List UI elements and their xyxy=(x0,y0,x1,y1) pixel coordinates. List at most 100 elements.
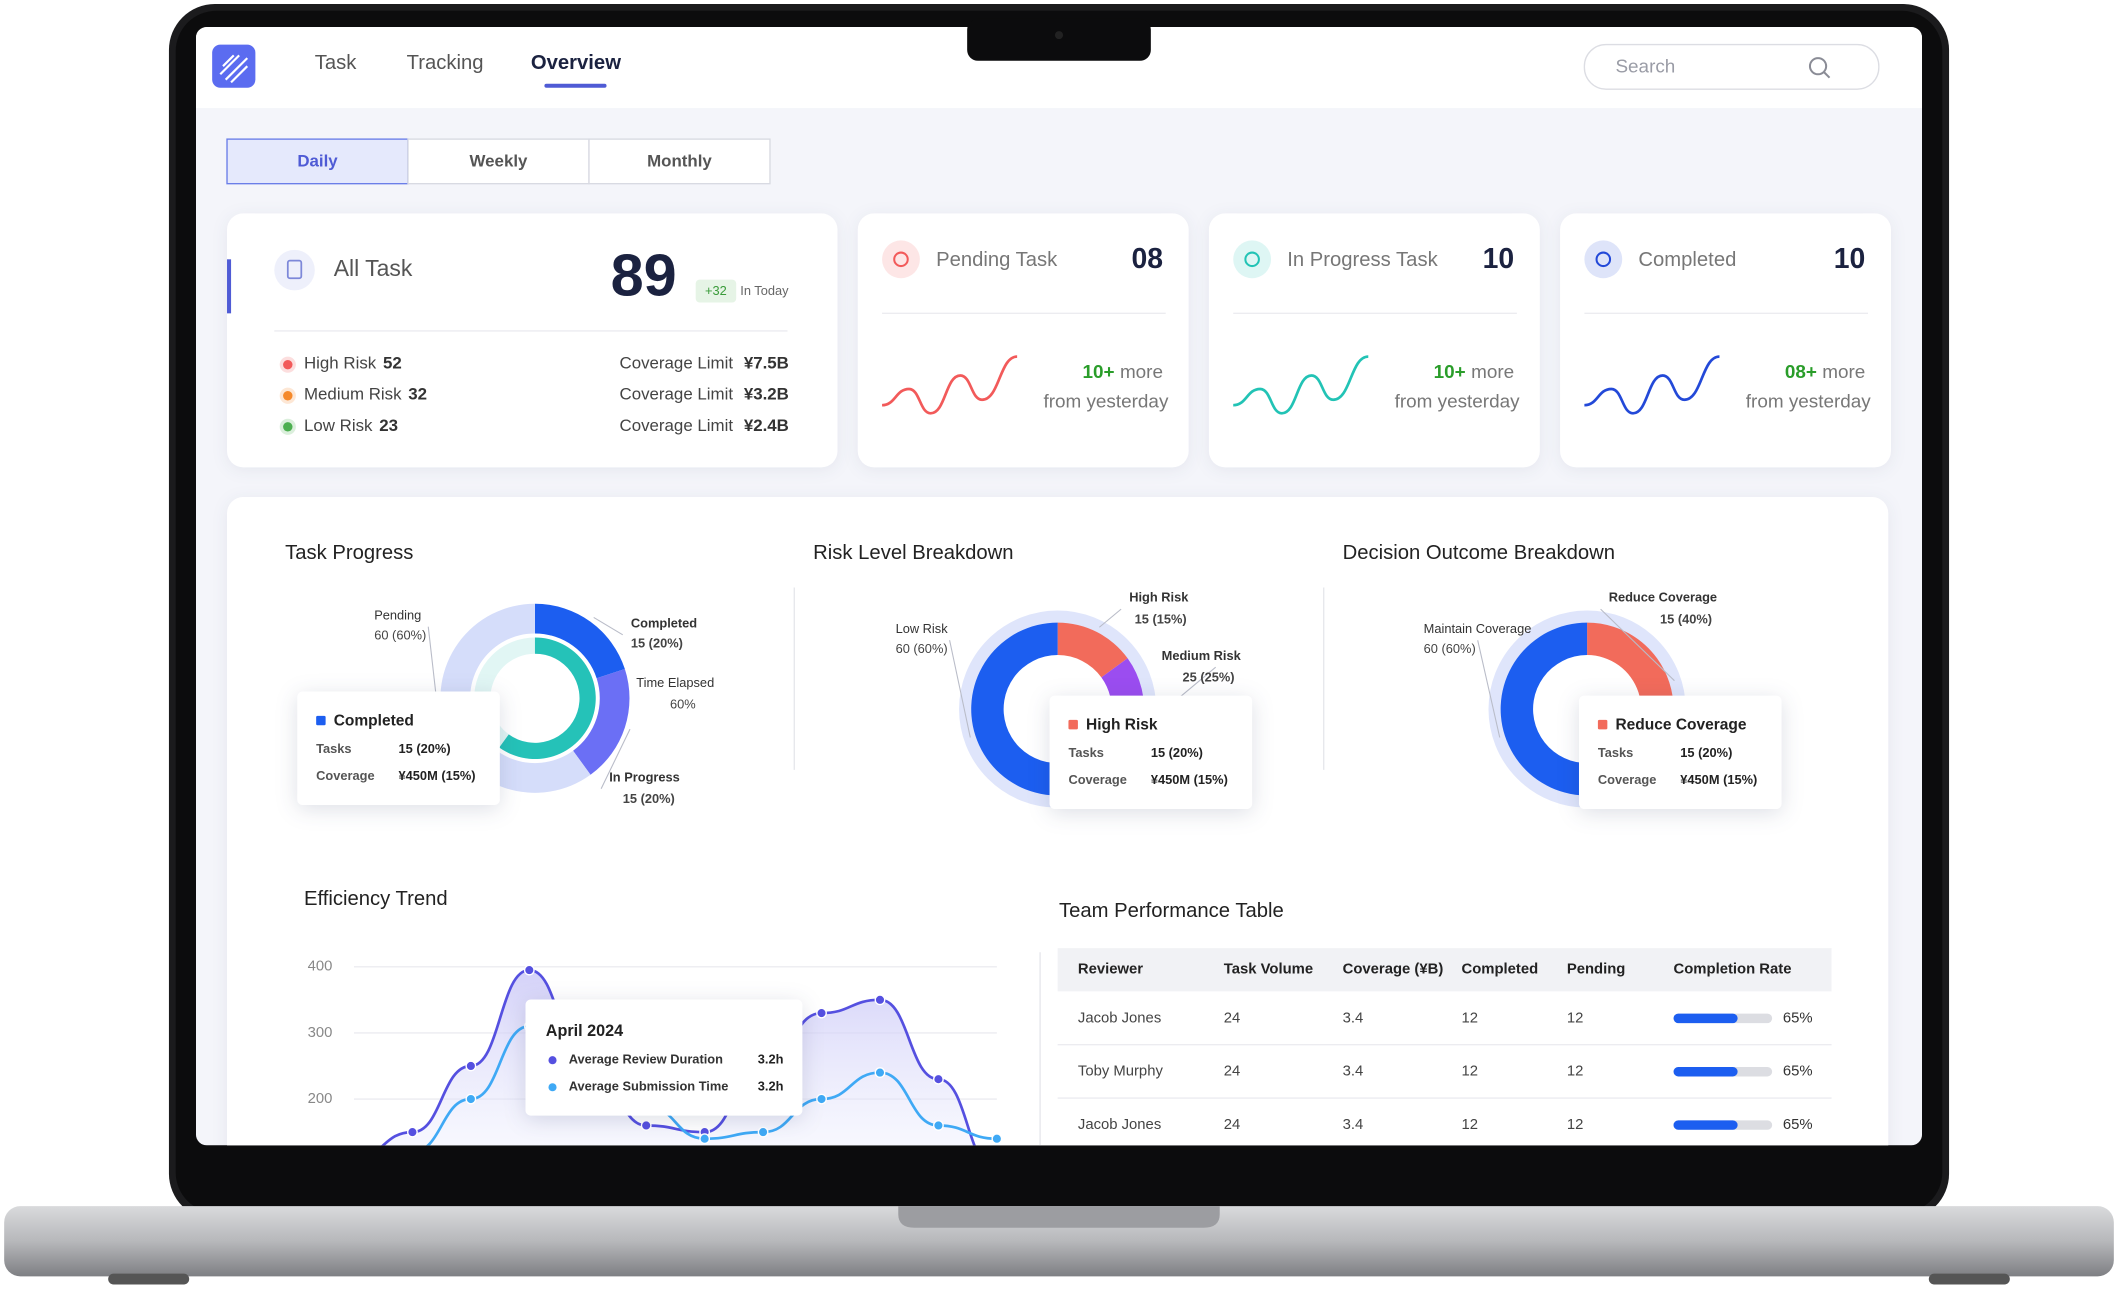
y-tick-label: 400 xyxy=(308,959,333,975)
segment-label: 15 (20%) xyxy=(623,791,675,806)
point xyxy=(640,1120,652,1131)
logo-mark xyxy=(219,54,249,84)
tooltip-swatch xyxy=(316,715,326,726)
risk-dot xyxy=(283,422,293,432)
stat-change: 10+ more xyxy=(1083,362,1163,383)
nav-tab[interactable]: Tracking xyxy=(407,52,484,74)
point xyxy=(933,1120,944,1131)
tooltip-key: Coverage xyxy=(316,768,374,783)
logo[interactable] xyxy=(212,44,256,88)
column-header: Pending xyxy=(1567,962,1626,978)
tooltip xyxy=(525,999,803,1116)
segment-name: Pending xyxy=(374,607,421,622)
stat-value: 10 xyxy=(1834,243,1866,275)
risk-count-part: Low Risk xyxy=(304,416,373,435)
period-tab-label[interactable]: Daily xyxy=(297,152,338,171)
tooltip-value: ¥450M (15%) xyxy=(1151,772,1228,787)
nav-tab-underline xyxy=(544,83,607,88)
segment-name: Reduce Coverage xyxy=(1609,590,1717,605)
nav-tab[interactable]: Overview xyxy=(531,52,621,74)
segment-label: 15 (15%) xyxy=(1135,611,1187,626)
column-header: Completed xyxy=(1461,962,1538,978)
progress-bar xyxy=(1673,1066,1738,1077)
nav-tab[interactable]: Task xyxy=(315,52,358,74)
segment-name: Low Risk xyxy=(896,621,949,636)
leader-line xyxy=(600,728,631,789)
point xyxy=(816,1007,827,1019)
table-cell: 12 xyxy=(1567,1064,1584,1080)
camera-notch xyxy=(967,18,1151,61)
tooltip-swatch xyxy=(1597,719,1608,730)
risk-limit: Coverage Limit ¥3.2B xyxy=(620,385,789,404)
period-tab-label[interactable]: Monthly xyxy=(647,152,712,171)
segment-name: In Progress xyxy=(609,769,680,784)
table-cell: 65% xyxy=(1783,1064,1813,1080)
sparkline xyxy=(881,355,1018,415)
tooltip-key: Coverage xyxy=(1068,772,1126,787)
tooltip-title: Reduce Coverage xyxy=(1615,716,1746,733)
stat-title: Completed xyxy=(1638,249,1736,271)
progress-bar xyxy=(1673,1013,1738,1024)
table-cell: Toby Murphy xyxy=(1078,1064,1164,1080)
donut-segment xyxy=(573,669,630,775)
stat-title: In Progress Task xyxy=(1287,249,1438,271)
segment-label: 60 (60%) xyxy=(1424,641,1476,656)
segment-name: Maintain Coverage xyxy=(1424,621,1532,636)
search-icon xyxy=(1823,71,1831,79)
risk-limit-part: ¥3.2B xyxy=(744,385,789,404)
tooltip xyxy=(1049,695,1253,810)
tooltip-swatch xyxy=(1068,719,1078,730)
all-task-total: 89 xyxy=(611,241,677,308)
inner-segment xyxy=(499,637,596,760)
risk-limit-part: Coverage Limit xyxy=(620,354,734,373)
point xyxy=(465,1093,477,1105)
sparkline xyxy=(1233,355,1369,415)
stat-change-note: from yesterday xyxy=(1043,391,1168,412)
risk-limit: Coverage Limit ¥2.4B xyxy=(620,416,789,435)
risk-count: High Risk 52 xyxy=(304,354,402,373)
tooltip-key: Tasks xyxy=(1068,745,1103,760)
stat-change: 08+ more xyxy=(1785,362,1865,383)
segment-label: 15 (40%) xyxy=(1660,611,1712,626)
table-cell: Jacob Jones xyxy=(1078,1010,1161,1026)
search-box[interactable] xyxy=(1583,43,1880,90)
table-cell: Jacob Jones xyxy=(1078,1117,1161,1133)
risk-dot xyxy=(283,391,293,401)
point xyxy=(757,1126,769,1138)
risk-count-part: 23 xyxy=(379,416,398,435)
all-task-card xyxy=(227,213,838,468)
risk-count: Low Risk 23 xyxy=(304,416,398,435)
stat-icon-dot xyxy=(893,251,909,268)
tooltip-key: Tasks xyxy=(1598,745,1633,760)
period-tab[interactable] xyxy=(588,138,771,185)
period-tab[interactable] xyxy=(407,138,590,185)
area xyxy=(353,970,997,1146)
column-header: Coverage (¥B) xyxy=(1343,962,1444,978)
y-tick-label: 300 xyxy=(308,1025,333,1041)
stat-icon xyxy=(882,240,920,279)
stat-icon-dot xyxy=(1595,251,1612,268)
tooltip xyxy=(1578,695,1782,810)
tooltip-key: Tasks xyxy=(316,741,351,756)
legend-dot xyxy=(548,1056,557,1065)
stat-change-part: more xyxy=(1120,362,1163,383)
risk-limit-part: Coverage Limit xyxy=(620,416,734,435)
risk-limit-part: ¥2.4B xyxy=(744,416,789,435)
legend-dot xyxy=(548,1083,557,1092)
period-tab-label[interactable]: Weekly xyxy=(470,152,528,171)
tooltip xyxy=(297,691,500,805)
chart-title: Efficiency Trend xyxy=(304,888,448,910)
stat-value: 08 xyxy=(1131,243,1163,275)
legend-name: Average Review Duration xyxy=(569,1052,723,1067)
table-cell: 3.4 xyxy=(1343,1117,1364,1133)
chart-title: Task Progress xyxy=(285,542,413,564)
table-cell: 65% xyxy=(1783,1117,1813,1133)
stat-title: Pending Task xyxy=(936,249,1058,271)
point xyxy=(874,994,886,1006)
tooltip-value: ¥450M (15%) xyxy=(399,768,476,783)
stat-change-part: 10+ xyxy=(1083,362,1115,383)
risk-limit-part: ¥7.5B xyxy=(744,354,789,373)
search-icon xyxy=(1808,57,1828,76)
table-cell: 12 xyxy=(1461,1064,1478,1080)
leader-line xyxy=(1098,608,1122,628)
